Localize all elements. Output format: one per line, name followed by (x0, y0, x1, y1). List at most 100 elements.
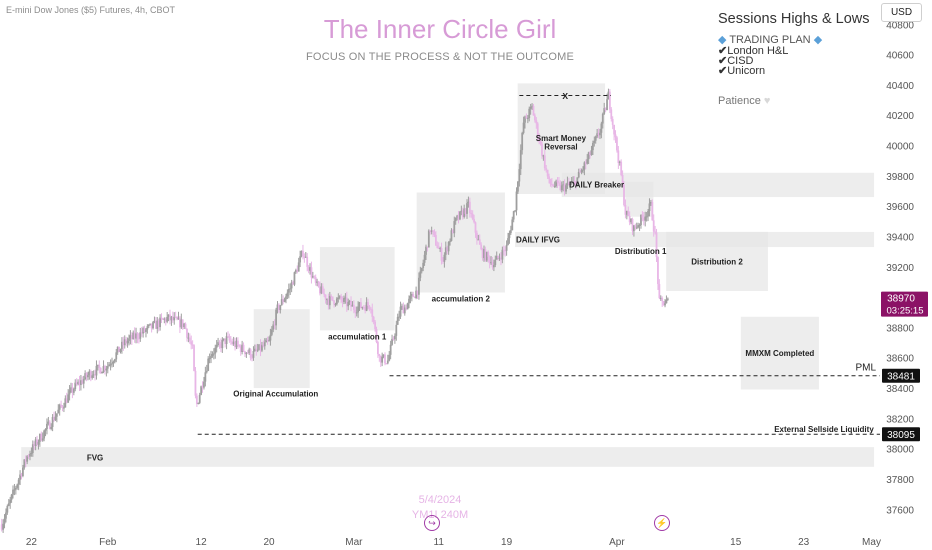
candle-body (276, 304, 279, 310)
candle-body (541, 143, 543, 156)
candle-body (135, 333, 137, 339)
candle-body (181, 319, 184, 328)
plan-check-label: Unicorn (727, 65, 766, 77)
candle-body (330, 295, 333, 297)
x-tick-label: 22 (26, 537, 38, 548)
candle-body (580, 170, 583, 173)
candle-body (282, 299, 285, 302)
annotation-label: Smart Money (536, 134, 587, 143)
candle-body (369, 308, 372, 310)
candle-body (485, 252, 488, 261)
candle-body (456, 215, 459, 218)
candle-body (558, 182, 560, 184)
top-marker-label: X (562, 91, 568, 101)
candle-body (104, 366, 106, 371)
candle-body (316, 281, 318, 283)
candle-body (631, 218, 634, 232)
candle-body (5, 512, 7, 519)
candle-body (419, 271, 422, 278)
candle-body (68, 390, 71, 395)
candle-body (418, 277, 420, 295)
price-tag (882, 427, 920, 442)
candle-body (50, 426, 53, 429)
candle-body (344, 297, 347, 299)
candle-body (617, 150, 620, 163)
candle-body (610, 109, 613, 119)
lightning-icon[interactable]: ⚡ (654, 515, 670, 531)
candle-body (313, 276, 316, 278)
watermark-ticker: YM1! 240M (411, 509, 469, 521)
candle-body (10, 494, 13, 500)
candle-body (569, 183, 572, 185)
candle-body (20, 474, 23, 477)
candle-body (491, 261, 494, 268)
candle-body (89, 371, 92, 378)
candle-body (611, 118, 614, 125)
candle-body (434, 235, 437, 246)
candle-body (227, 336, 229, 338)
candle-body (391, 338, 393, 345)
y-tick-label: 37600 (886, 505, 914, 516)
candle-body (492, 265, 495, 268)
candle-body (522, 122, 525, 133)
candle-body (72, 389, 75, 393)
candle-body (239, 346, 242, 352)
candle-body (582, 169, 584, 171)
candle-body (432, 230, 434, 232)
candle-body (133, 332, 136, 339)
candle-body (7, 503, 10, 506)
candle-body (211, 354, 214, 357)
candle-body (500, 257, 502, 260)
y-tick-label: 38400 (886, 384, 914, 395)
x-tick-label: 11 (434, 537, 445, 548)
candle-body (270, 329, 273, 335)
x-tick-label: 20 (263, 537, 275, 548)
y-tick-label: 38200 (886, 414, 914, 425)
candle-body (572, 181, 574, 183)
candle-body (169, 314, 171, 321)
candle-body (326, 299, 328, 301)
candle-body (565, 185, 567, 192)
candle-body (509, 230, 512, 234)
candle-body (351, 304, 354, 307)
candle-body (296, 270, 299, 272)
candle-body (651, 201, 654, 221)
candle-body (139, 332, 142, 339)
zone-box (21, 447, 875, 467)
candle-body (30, 452, 33, 454)
candle-body (521, 132, 524, 151)
candle-body (480, 244, 483, 250)
candle-body (275, 309, 277, 326)
x-tick-label: 19 (501, 537, 513, 548)
replay-icon[interactable]: ↪ (424, 515, 440, 531)
candle-body (304, 256, 307, 258)
candle-body (77, 381, 79, 385)
candle-body (70, 387, 72, 391)
candle-body (365, 302, 368, 311)
candle-body (94, 374, 96, 376)
candle-body (601, 113, 604, 124)
candle-body (273, 324, 276, 326)
x-tick-label: 12 (196, 537, 208, 548)
candle-body (606, 99, 608, 111)
candle-body (644, 216, 647, 221)
candle-body (628, 215, 631, 223)
zone-box (416, 192, 505, 293)
candle-body (29, 453, 31, 457)
candle-body (463, 208, 466, 217)
candle-body (658, 284, 661, 299)
candle-body (210, 356, 212, 359)
candle-body (618, 161, 621, 163)
y-tick-label: 39200 (886, 263, 914, 274)
candle-body (33, 444, 36, 446)
candle-body (484, 249, 487, 261)
candle-body (642, 217, 645, 221)
candle-body (331, 296, 334, 301)
candle-body (388, 354, 391, 361)
candle-body (444, 247, 447, 255)
candle-body (150, 323, 153, 329)
candle-body (586, 159, 589, 164)
candle-body (51, 417, 54, 427)
currency-button[interactable]: USD (881, 3, 922, 22)
